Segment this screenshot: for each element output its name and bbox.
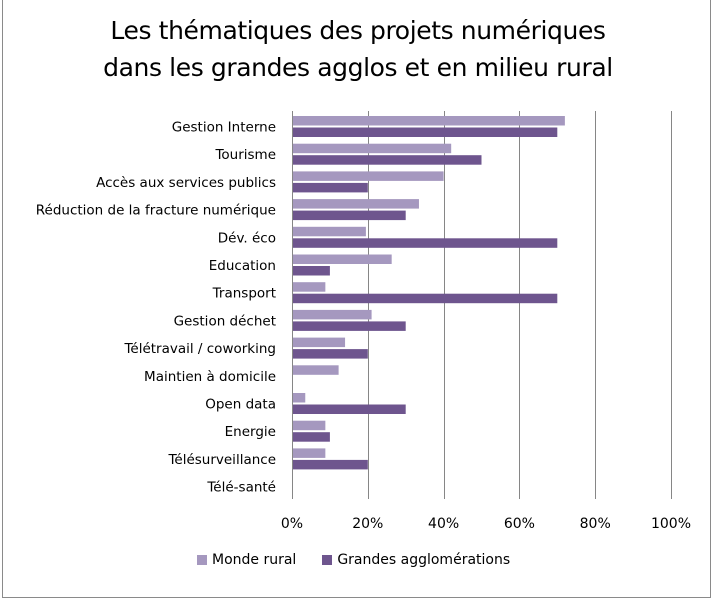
bar-rural-5 bbox=[293, 254, 392, 264]
bar-rural-3 bbox=[293, 199, 419, 209]
category-label: Télésurveillance bbox=[167, 452, 276, 468]
category-label: Gestion déchet bbox=[174, 313, 276, 329]
x-tick-labels: 0% 20% 40% 60% 80% 100% bbox=[281, 516, 691, 532]
bar-agglo-7 bbox=[293, 321, 406, 331]
bar-rural-0 bbox=[293, 116, 565, 126]
bar-agglo-3 bbox=[293, 210, 406, 221]
bar-agglo-5 bbox=[293, 266, 330, 276]
legend-item-rural: Monde rural bbox=[197, 552, 296, 568]
bar-rural-2 bbox=[293, 171, 444, 181]
bar-rural-8 bbox=[293, 337, 346, 348]
bar-rural-11 bbox=[293, 420, 326, 431]
x-tick-label: 0% bbox=[281, 516, 303, 532]
category-labels: Gestion Interne Tourisme Accès aux service… bbox=[36, 120, 276, 496]
x-tick-label: 80% bbox=[580, 516, 611, 532]
chart-title: Les thématiques des projets numériques d… bbox=[0, 12, 716, 86]
bar-rural-7 bbox=[293, 309, 372, 320]
legend-label-rural: Monde rural bbox=[212, 552, 297, 568]
bar-agglo-2 bbox=[293, 182, 368, 193]
category-label: Energie bbox=[225, 424, 276, 440]
category-label: Dév. éco bbox=[218, 230, 276, 246]
category-label: Transport bbox=[212, 286, 276, 302]
bar-agglo-1 bbox=[293, 155, 482, 165]
bar-rural-10 bbox=[293, 393, 306, 403]
bar-rural-6 bbox=[293, 282, 326, 292]
x-tick-label: 40% bbox=[428, 516, 459, 532]
legend-label-agglo: Grandes agglomérations bbox=[337, 552, 511, 568]
bar-agglo-6 bbox=[293, 293, 558, 304]
category-label: Télé-santé bbox=[206, 480, 276, 496]
x-tick-label: 20% bbox=[352, 516, 383, 532]
bar-agglo-12 bbox=[293, 459, 368, 470]
category-label: Gestion Interne bbox=[172, 120, 276, 136]
legend-swatch-agglo bbox=[322, 555, 333, 565]
legend: Monde rural Grandes agglomérations bbox=[197, 552, 536, 568]
category-label: Télétravail / coworking bbox=[123, 341, 276, 357]
bar-agglo-4 bbox=[293, 238, 558, 248]
chart-title-line-1: Les thématiques des projets numériques bbox=[110, 16, 606, 45]
bar-agglo-8 bbox=[293, 349, 368, 359]
category-label: Maintien à domicile bbox=[144, 369, 276, 385]
gridlines bbox=[292, 111, 672, 499]
category-label: Open data bbox=[205, 397, 276, 413]
category-label: Education bbox=[209, 258, 276, 274]
bars bbox=[293, 116, 565, 470]
bar-rural-4 bbox=[293, 226, 366, 237]
legend-swatch-rural bbox=[197, 555, 207, 565]
x-tick-label: 100% bbox=[651, 516, 691, 532]
bar-rural-9 bbox=[293, 365, 339, 375]
chart-title-line-2: dans les grandes agglos et en milieu rur… bbox=[103, 53, 613, 82]
bar-rural-12 bbox=[293, 448, 326, 458]
bar-agglo-0 bbox=[293, 127, 558, 137]
category-label: Réduction de la fracture numérique bbox=[36, 203, 276, 219]
x-tick-label: 60% bbox=[504, 516, 535, 532]
legend-item-agglo: Grandes agglomérations bbox=[322, 552, 510, 568]
bar-agglo-11 bbox=[293, 432, 330, 442]
bar-rural-1 bbox=[293, 143, 452, 154]
category-label: Accès aux services publics bbox=[96, 175, 276, 191]
bar-agglo-10 bbox=[293, 404, 406, 414]
category-label: Tourisme bbox=[214, 147, 276, 163]
